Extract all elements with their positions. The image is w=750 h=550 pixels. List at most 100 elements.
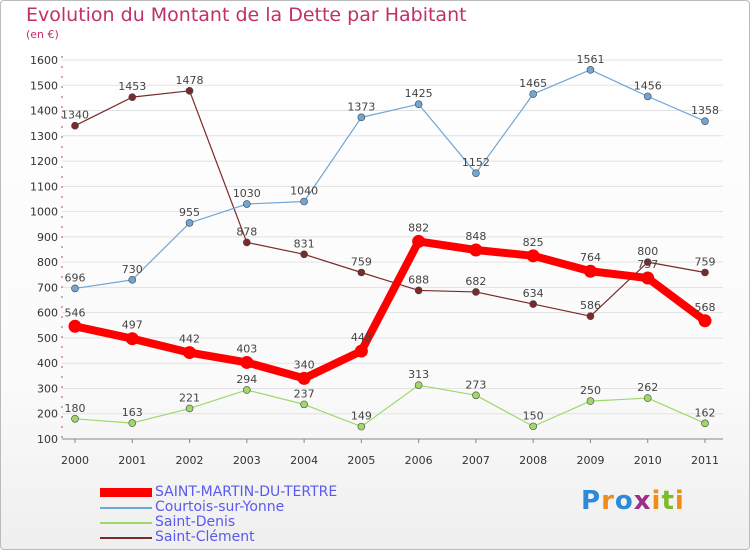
logo-letter: i	[651, 486, 662, 516]
y-tick-label: 1400	[30, 105, 58, 118]
data-label: 448	[351, 331, 372, 344]
logo-letter: x	[633, 486, 652, 516]
y-tick-label: 1500	[30, 79, 58, 92]
data-point	[71, 121, 79, 130]
data-label: 848	[465, 230, 486, 243]
data-label: 759	[351, 255, 372, 268]
y-tick-label: 1000	[30, 206, 58, 219]
data-point	[414, 381, 423, 389]
y-tick-label: 1600	[30, 54, 58, 67]
data-label: 1478	[176, 74, 204, 87]
data-label: 882	[408, 221, 429, 234]
data-label: 730	[122, 263, 143, 276]
data-label: 1358	[691, 104, 719, 117]
data-point	[701, 268, 709, 277]
data-point	[357, 422, 366, 431]
data-label: 688	[408, 273, 429, 286]
data-point	[243, 200, 251, 208]
data-point	[125, 332, 139, 346]
data-label: 273	[465, 378, 486, 391]
legend-label: Saint-Clément	[155, 529, 255, 545]
data-label: 1040	[290, 184, 318, 197]
x-tick-label: 2000	[61, 454, 89, 467]
series-line	[74, 69, 706, 290]
data-point	[698, 314, 712, 328]
data-point	[414, 100, 423, 109]
data-label: 1453	[118, 80, 146, 93]
data-label: 1465	[519, 77, 547, 90]
data-label: 163	[122, 406, 143, 419]
data-point	[586, 312, 595, 321]
x-tick-label: 2007	[462, 454, 490, 467]
data-label: 403	[236, 342, 257, 355]
y-tick-label: 1200	[30, 155, 58, 168]
data-point	[354, 344, 368, 358]
data-point	[529, 90, 537, 98]
data-label: 1373	[347, 100, 375, 113]
data-point	[300, 250, 308, 259]
data-label: 546	[65, 306, 86, 319]
data-point	[300, 197, 308, 206]
data-label: 1456	[634, 79, 662, 92]
data-label: 759	[695, 255, 716, 268]
y-tick-label: 600	[37, 307, 58, 320]
data-label: 313	[408, 368, 429, 381]
data-point	[243, 386, 251, 394]
data-label: 825	[523, 236, 544, 249]
data-point	[641, 271, 655, 285]
data-label: 1340	[61, 109, 89, 122]
data-label: 149	[351, 410, 372, 423]
data-label: 237	[294, 387, 315, 400]
data-point	[526, 249, 540, 263]
data-point	[357, 268, 366, 277]
data-point	[185, 87, 194, 95]
data-label: 262	[637, 381, 658, 394]
data-label: 497	[122, 319, 143, 332]
data-label: 878	[236, 225, 257, 238]
series-line	[71, 237, 709, 383]
data-label: 831	[294, 237, 315, 250]
x-tick-label: 2001	[118, 454, 146, 467]
data-point	[71, 414, 79, 423]
data-label: 294	[236, 373, 257, 386]
legend-label: Courtois-sur-Yonne	[155, 499, 285, 515]
data-point	[71, 284, 79, 293]
data-label: 250	[580, 384, 601, 397]
data-point	[185, 404, 194, 413]
y-tick-label: 700	[37, 281, 58, 294]
legend-swatch	[100, 488, 152, 497]
x-tick-label: 2006	[405, 454, 433, 467]
y-tick-label: 400	[37, 357, 58, 370]
logo-letter: i	[674, 486, 685, 516]
y-tick-label: 500	[37, 332, 58, 345]
data-point	[128, 419, 137, 427]
x-tick-label: 2004	[290, 454, 318, 467]
chart-unit-label: (en €)	[26, 28, 59, 41]
data-label: 1561	[576, 53, 604, 66]
data-point	[472, 391, 480, 400]
data-point	[586, 66, 595, 74]
data-point	[412, 234, 426, 248]
data-label: 180	[65, 402, 86, 415]
data-point	[701, 419, 709, 428]
y-tick-label: 100	[37, 433, 58, 446]
y-tick-label: 900	[37, 231, 58, 244]
y-tick-label: 300	[37, 382, 58, 395]
data-label: 1425	[405, 87, 433, 100]
data-label: 340	[294, 358, 315, 371]
data-point	[586, 397, 595, 405]
data-point	[240, 355, 254, 369]
data-point	[297, 371, 311, 385]
data-label: 955	[179, 206, 200, 219]
x-tick-label: 2010	[634, 454, 662, 467]
data-label: 682	[465, 275, 486, 288]
data-point	[583, 264, 597, 278]
data-point	[357, 113, 366, 122]
data-point	[472, 169, 480, 177]
data-point	[243, 238, 251, 247]
data-point	[128, 276, 137, 284]
legend-swatch	[100, 537, 152, 539]
series-line	[74, 384, 706, 428]
data-label: 162	[695, 406, 716, 419]
